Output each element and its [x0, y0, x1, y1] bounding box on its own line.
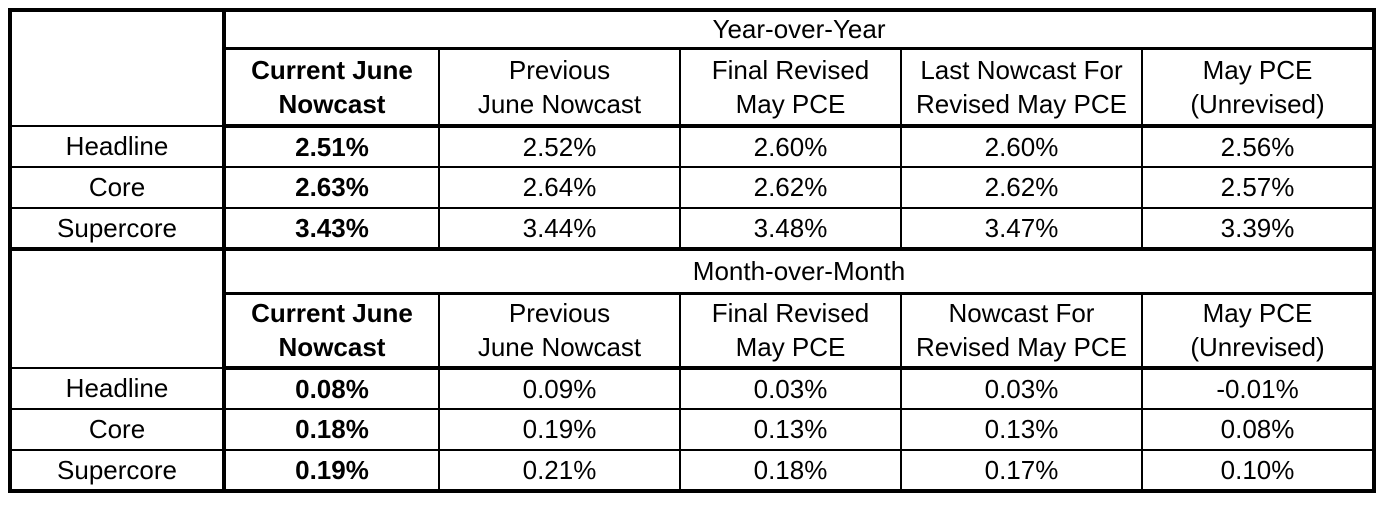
- data-cell: 0.17%: [900, 449, 1143, 492]
- column-header-may-pce-unrevised: May PCE (Unrevised): [1140, 47, 1376, 128]
- corner-cell-yoy: [9, 9, 226, 127]
- section-band-yoy: Year-over-Year: [9, 9, 1376, 127]
- row-label: Core: [9, 166, 226, 209]
- column-header-previous-june-nowcast: Previous June Nowcast: [438, 292, 681, 370]
- table-row-yoy-core: Core 2.63% 2.64% 2.62% 2.62% 2.57%: [9, 166, 1376, 209]
- data-cell: 2.60%: [900, 125, 1143, 168]
- column-header-line2: June Nowcast: [477, 332, 642, 363]
- data-cell: 3.44%: [438, 207, 681, 251]
- pce-nowcast-table: Year-over-Year Current June Nowcast Prev…: [8, 8, 1377, 493]
- column-header-line1: Current June: [251, 298, 413, 329]
- column-header-may-pce-unrevised: May PCE (Unrevised): [1140, 292, 1376, 370]
- data-cell: 2.57%: [1140, 166, 1376, 209]
- column-header-line2: May PCE: [735, 88, 846, 119]
- column-header-current-june-nowcast: Current June Nowcast: [223, 47, 440, 128]
- column-header-line1: Current June: [251, 54, 413, 85]
- column-header-current-june-nowcast: Current June Nowcast: [223, 292, 440, 370]
- data-cell: 0.18%: [679, 449, 902, 492]
- data-cell: 2.60%: [679, 125, 902, 168]
- data-cell: 0.13%: [900, 408, 1143, 451]
- column-header-line1: Nowcast For: [948, 298, 1095, 329]
- data-cell: 0.10%: [1140, 449, 1376, 492]
- column-header-line2: (Unrevised): [1190, 88, 1325, 119]
- column-header-nowcast-for-revised-may-pce: Nowcast For Revised May PCE: [900, 292, 1143, 370]
- row-label: Headline: [9, 367, 226, 410]
- column-header-line1: Previous: [508, 298, 611, 329]
- row-label: Headline: [9, 125, 226, 168]
- header-row-yoy: Current June Nowcast Previous June Nowca…: [10, 47, 1376, 128]
- data-cell: 2.62%: [679, 166, 902, 209]
- header-row-mom: Current June Nowcast Previous June Nowca…: [10, 292, 1376, 370]
- column-header-line2: Revised May PCE: [916, 332, 1127, 363]
- data-cell: 2.56%: [1140, 125, 1376, 168]
- corner-cell-mom: [9, 248, 226, 369]
- data-cell: 0.19%: [438, 408, 681, 451]
- column-header-line1: Previous: [508, 54, 611, 85]
- row-label: Core: [9, 408, 226, 451]
- data-cell: 0.03%: [900, 367, 1143, 410]
- data-cell: -0.01%: [1140, 367, 1376, 410]
- section-title-yoy: Year-over-Year: [222, 9, 1376, 50]
- column-header-line1: May PCE: [1202, 54, 1313, 85]
- data-cell: 2.52%: [438, 125, 681, 168]
- column-header-last-nowcast-for-revised-may-pce: Last Nowcast For Revised May PCE: [900, 47, 1143, 128]
- data-cell: 0.13%: [679, 408, 902, 451]
- data-cell: 0.08%: [1140, 408, 1376, 451]
- column-header-final-revised-may-pce: Final Revised May PCE: [679, 292, 902, 370]
- table-row-yoy-headline: Headline 2.51% 2.52% 2.60% 2.60% 2.56%: [9, 125, 1376, 168]
- data-cell: 2.62%: [900, 166, 1143, 209]
- column-header-line1: Final Revised: [711, 298, 870, 329]
- data-cell: 2.64%: [438, 166, 681, 209]
- column-header-line1: Last Nowcast For: [920, 54, 1123, 85]
- data-cell: 0.18%: [223, 408, 440, 451]
- table-row-mom-core: Core 0.18% 0.19% 0.13% 0.13% 0.08%: [9, 408, 1376, 451]
- data-cell: 2.51%: [223, 125, 440, 168]
- data-cell: 3.43%: [223, 207, 440, 251]
- section-band-mom: Month-over-Month: [9, 248, 1376, 369]
- data-cell: 3.48%: [679, 207, 902, 251]
- data-cell: 0.19%: [223, 449, 440, 492]
- table-row-mom-supercore: Supercore 0.19% 0.21% 0.18% 0.17% 0.10%: [9, 449, 1376, 492]
- column-header-final-revised-may-pce: Final Revised May PCE: [679, 47, 902, 128]
- column-header-previous-june-nowcast: Previous June Nowcast: [438, 47, 681, 128]
- data-cell: 3.47%: [900, 207, 1143, 251]
- table-row-mom-headline: Headline 0.08% 0.09% 0.03% 0.03% -0.01%: [9, 367, 1376, 410]
- column-header-line2: Nowcast: [278, 88, 386, 119]
- row-label: Supercore: [9, 207, 226, 251]
- column-header-line2: (Unrevised): [1190, 332, 1325, 363]
- table-row-yoy-supercore: Supercore 3.43% 3.44% 3.48% 3.47% 3.39%: [9, 207, 1376, 251]
- column-header-line2: June Nowcast: [477, 88, 642, 119]
- column-header-line2: Nowcast: [278, 332, 386, 363]
- column-header-line2: May PCE: [735, 332, 846, 363]
- column-header-line2: Revised May PCE: [916, 88, 1127, 119]
- data-cell: 0.03%: [679, 367, 902, 410]
- data-cell: 2.63%: [223, 166, 440, 209]
- section-title-mom: Month-over-Month: [222, 248, 1376, 295]
- data-cell: 3.39%: [1140, 207, 1376, 251]
- data-cell: 0.21%: [438, 449, 681, 492]
- data-cell: 0.09%: [438, 367, 681, 410]
- data-cell: 0.08%: [223, 367, 440, 410]
- row-label: Supercore: [9, 449, 226, 492]
- column-header-line1: May PCE: [1202, 298, 1313, 329]
- column-header-line1: Final Revised: [711, 54, 870, 85]
